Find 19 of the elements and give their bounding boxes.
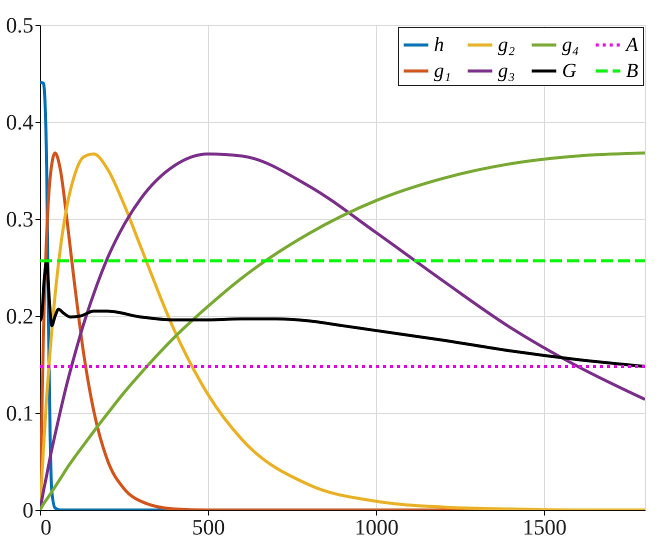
y-tick-label: 0.2	[6, 304, 34, 328]
y-tick-label: 0.4	[6, 110, 34, 134]
y-tick-label: 0	[22, 498, 34, 522]
legend-label: g₂	[498, 34, 515, 56]
x-tick-label: 1500	[522, 514, 567, 540]
y-tick-label: 0.1	[6, 400, 34, 426]
y-tick-label: 0.5	[6, 12, 34, 38]
legend-label: h	[434, 34, 444, 56]
x-tick-label: 1000	[354, 514, 399, 540]
legend-label: g₄	[562, 34, 579, 56]
legend-label: g₃	[498, 60, 515, 82]
x-tick-label: 0	[40, 514, 52, 540]
legend-label: G	[562, 60, 577, 82]
legend-label: A	[624, 34, 639, 56]
y-tick-label: 0.3	[6, 206, 34, 232]
legend-label: B	[626, 60, 638, 82]
legend-label: g₁	[434, 60, 451, 82]
x-tick-label: 500	[192, 514, 226, 540]
line-series	[40, 259, 645, 368]
